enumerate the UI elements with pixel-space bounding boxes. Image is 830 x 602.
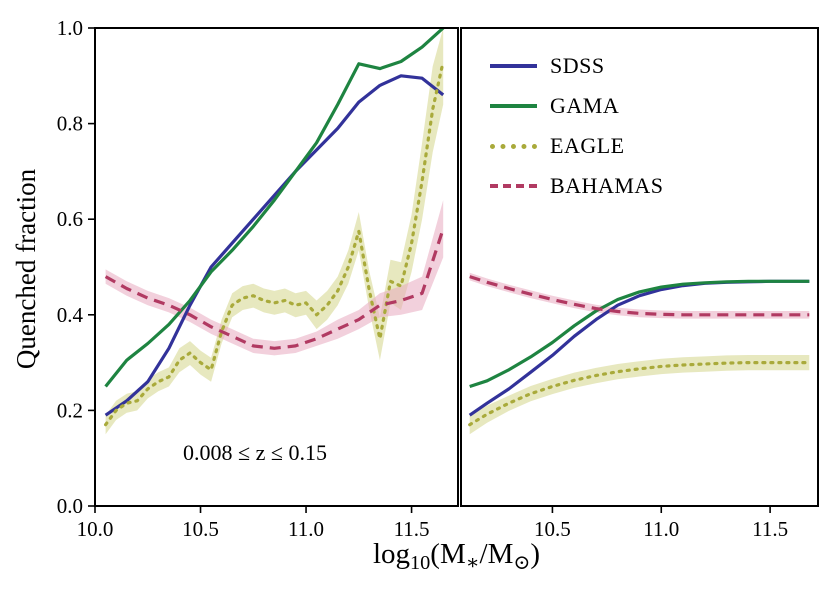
legend-line-bahamas — [490, 184, 537, 188]
x-axis-label: log10(M∗/M⊙) — [95, 538, 818, 575]
x-tick-label: 10.5 — [534, 517, 571, 541]
xlabel-open-m: (M — [430, 538, 466, 570]
x-tick-label: 11.5 — [752, 517, 788, 541]
series-line-eagle — [103, 59, 445, 427]
y-tick-label: 0.8 — [57, 112, 83, 136]
y-tick-label: 1.0 — [57, 16, 83, 40]
y-tick-label: 0.2 — [57, 398, 83, 422]
series-line-sdss — [104, 74, 445, 417]
band-eagle — [105, 28, 444, 435]
x-tick-label: 10.5 — [182, 517, 219, 541]
legend-item-bahamas: BAHAMAS — [490, 166, 664, 206]
legend-item-gama: GAMA — [490, 86, 664, 126]
xlabel-sub-star: ∗ — [465, 552, 480, 575]
legend-line-sdss — [490, 64, 537, 68]
band-eagle — [469, 355, 810, 435]
legend-line-gama — [490, 104, 537, 108]
xlabel-log: log — [372, 538, 410, 570]
redshift-annotation: 0.008 ≤ z ≤ 0.15 — [183, 440, 327, 465]
panel-left — [103, 28, 445, 435]
y-tick-label: 0.0 — [57, 494, 83, 518]
x-tick-label: 10.0 — [77, 517, 114, 541]
xlabel-slash-m: /M — [479, 538, 514, 570]
series-line-bahamas — [469, 275, 810, 317]
xlabel-sub-10: 10 — [410, 552, 431, 575]
xlabel-sub-sun: ⊙ — [513, 552, 531, 575]
y-axis-label: Quenched fraction — [11, 168, 41, 370]
legend: SDSS GAMA EAGLE BAHAMAS — [490, 46, 664, 206]
panel-frame — [460, 27, 819, 507]
series-line-bahamas — [104, 228, 445, 350]
legend-item-sdss: SDSS — [490, 46, 664, 86]
y-tick-label: 0.4 — [57, 303, 84, 327]
x-tick-label: 11.5 — [394, 517, 430, 541]
x-tick-label: 11.0 — [643, 517, 679, 541]
xlabel-close: ) — [530, 538, 541, 570]
panel-frame — [94, 27, 459, 507]
series-line-gama — [469, 279, 810, 389]
y-tick-label: 0.6 — [57, 207, 83, 231]
series-line-gama — [104, 28, 445, 388]
series-line-eagle — [468, 361, 811, 427]
legend-label-bahamas: BAHAMAS — [550, 173, 664, 198]
legend-label-sdss: SDSS — [550, 53, 605, 78]
x-tick-label: 11.0 — [288, 517, 324, 541]
legend-line-eagle — [490, 143, 537, 149]
legend-label-eagle: EAGLE — [550, 133, 625, 158]
legend-item-eagle: EAGLE — [490, 126, 664, 166]
legend-label-gama: GAMA — [550, 93, 620, 118]
panel-right — [468, 272, 811, 435]
